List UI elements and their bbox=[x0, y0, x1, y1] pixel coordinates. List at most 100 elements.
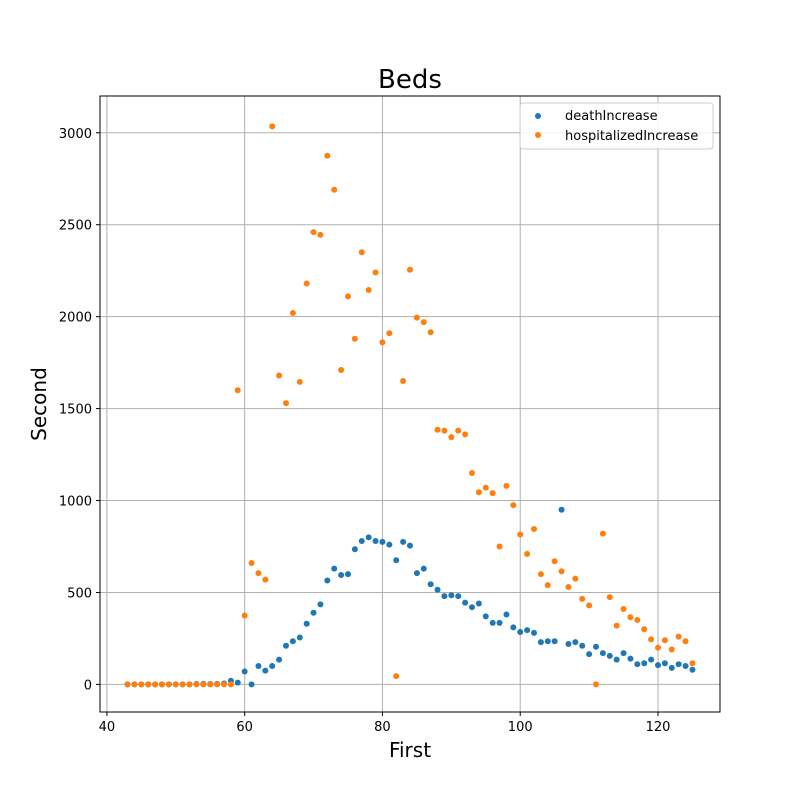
point-hospitalizedincrease bbox=[572, 575, 579, 582]
point-deathincrease bbox=[262, 667, 269, 674]
point-deathincrease bbox=[655, 662, 661, 669]
point-hospitalizedincrease bbox=[606, 594, 613, 601]
legend-marker-hospitalizedincrease bbox=[535, 132, 541, 138]
point-hospitalizedincrease bbox=[441, 427, 448, 434]
point-hospitalizedincrease bbox=[331, 186, 338, 193]
point-hospitalizedincrease bbox=[165, 681, 172, 688]
point-deathincrease bbox=[372, 537, 379, 544]
point-hospitalizedincrease bbox=[351, 335, 358, 342]
point-deathincrease bbox=[620, 650, 627, 657]
point-hospitalizedincrease bbox=[462, 431, 469, 438]
point-deathincrease bbox=[400, 538, 407, 545]
point-hospitalizedincrease bbox=[620, 606, 627, 613]
point-hospitalizedincrease bbox=[221, 681, 227, 688]
point-hospitalizedincrease bbox=[524, 550, 531, 557]
y-tick-label: 1000 bbox=[59, 495, 92, 510]
point-deathincrease bbox=[648, 656, 655, 663]
point-hospitalizedincrease bbox=[234, 387, 241, 394]
point-hospitalizedincrease bbox=[565, 583, 572, 590]
point-hospitalizedincrease bbox=[586, 602, 593, 609]
point-hospitalizedincrease bbox=[482, 484, 489, 491]
point-hospitalizedincrease bbox=[124, 681, 131, 688]
point-deathincrease bbox=[544, 638, 551, 645]
point-hospitalizedincrease bbox=[475, 489, 482, 496]
point-hospitalizedincrease bbox=[641, 626, 648, 633]
point-hospitalizedincrease bbox=[152, 681, 159, 688]
point-deathincrease bbox=[531, 629, 537, 636]
point-deathincrease bbox=[310, 609, 317, 616]
point-hospitalizedincrease bbox=[413, 314, 420, 321]
point-deathincrease bbox=[386, 541, 393, 548]
point-deathincrease bbox=[351, 546, 358, 553]
point-hospitalizedincrease bbox=[675, 633, 682, 640]
point-deathincrease bbox=[482, 613, 489, 620]
point-hospitalizedincrease bbox=[510, 502, 517, 509]
point-hospitalizedincrease bbox=[655, 644, 661, 651]
y-axis-title: Second bbox=[27, 367, 51, 441]
point-deathincrease bbox=[689, 666, 696, 673]
point-hospitalizedincrease bbox=[159, 681, 165, 688]
point-hospitalizedincrease bbox=[407, 266, 413, 273]
point-deathincrease bbox=[634, 661, 641, 668]
point-deathincrease bbox=[469, 604, 475, 611]
y-tick-label: 1500 bbox=[59, 403, 92, 418]
y-tick-label: 2500 bbox=[59, 219, 92, 234]
point-deathincrease bbox=[675, 661, 682, 668]
point-hospitalizedincrease bbox=[400, 378, 407, 385]
point-deathincrease bbox=[475, 600, 482, 607]
point-hospitalizedincrease bbox=[661, 637, 668, 644]
point-hospitalizedincrease bbox=[427, 329, 434, 336]
x-axis-title: First bbox=[389, 738, 431, 762]
point-deathincrease bbox=[269, 663, 276, 670]
legend-label-hospitalizedincrease: hospitalizedIncrease bbox=[565, 129, 698, 144]
point-hospitalizedincrease bbox=[531, 526, 537, 533]
point-hospitalizedincrease bbox=[455, 427, 462, 434]
point-deathincrease bbox=[503, 611, 510, 618]
point-hospitalizedincrease bbox=[283, 400, 289, 407]
point-hospitalizedincrease bbox=[172, 681, 179, 688]
point-deathincrease bbox=[682, 663, 689, 670]
point-deathincrease bbox=[641, 660, 648, 667]
point-hospitalizedincrease bbox=[496, 543, 503, 550]
point-hospitalizedincrease bbox=[317, 231, 324, 238]
x-tick-label: 120 bbox=[646, 720, 671, 735]
point-deathincrease bbox=[296, 634, 303, 641]
point-hospitalizedincrease bbox=[138, 681, 145, 688]
point-hospitalizedincrease bbox=[248, 560, 255, 567]
point-deathincrease bbox=[517, 629, 524, 636]
axis-ticks: 40 60 80 100 120 0 500 1000 1500 2000 2500 3000 bbox=[59, 127, 671, 735]
point-deathincrease bbox=[613, 656, 620, 663]
point-deathincrease bbox=[599, 650, 606, 657]
point-hospitalizedincrease bbox=[365, 286, 372, 293]
point-deathincrease bbox=[241, 668, 248, 675]
x-tick-label: 60 bbox=[236, 720, 253, 735]
point-deathincrease bbox=[579, 642, 586, 649]
point-hospitalizedincrease bbox=[214, 681, 221, 688]
point-hospitalizedincrease bbox=[262, 576, 269, 583]
legend: deathIncrease hospitalizedIncrease bbox=[519, 102, 714, 150]
point-deathincrease bbox=[572, 639, 579, 646]
point-deathincrease bbox=[283, 642, 289, 649]
point-deathincrease bbox=[462, 599, 469, 606]
point-hospitalizedincrease bbox=[420, 319, 427, 326]
point-deathincrease bbox=[565, 640, 572, 647]
point-deathincrease bbox=[434, 586, 441, 593]
x-tick-label: 100 bbox=[508, 720, 533, 735]
point-deathincrease bbox=[365, 534, 372, 541]
point-deathincrease bbox=[661, 660, 668, 667]
point-deathincrease bbox=[331, 565, 338, 572]
point-deathincrease bbox=[427, 581, 434, 588]
point-deathincrease bbox=[441, 593, 448, 600]
point-hospitalizedincrease bbox=[517, 531, 524, 538]
point-hospitalizedincrease bbox=[207, 681, 214, 688]
point-hospitalizedincrease bbox=[379, 339, 386, 346]
point-hospitalizedincrease bbox=[186, 681, 193, 688]
point-deathincrease bbox=[413, 570, 420, 577]
point-deathincrease bbox=[303, 620, 310, 627]
point-hospitalizedincrease bbox=[303, 280, 310, 287]
point-deathincrease bbox=[537, 639, 544, 646]
point-hospitalizedincrease bbox=[537, 571, 544, 578]
point-deathincrease bbox=[558, 506, 565, 513]
y-tick-label: 500 bbox=[67, 586, 92, 601]
point-hospitalizedincrease bbox=[179, 681, 186, 688]
